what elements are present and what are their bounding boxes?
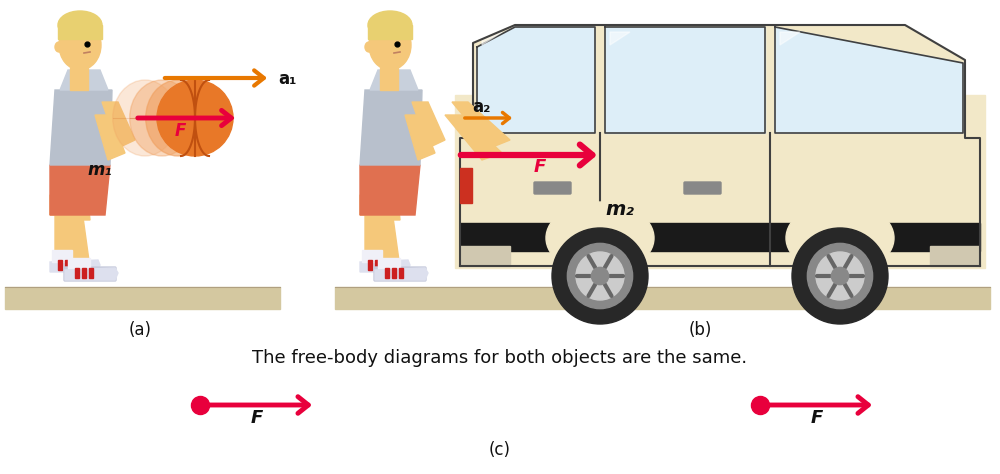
Bar (378, 258, 400, 271)
Ellipse shape (130, 80, 194, 156)
Text: (b): (b) (688, 321, 712, 339)
Circle shape (816, 252, 864, 300)
Text: (a): (a) (128, 321, 152, 339)
Polygon shape (360, 165, 420, 215)
Bar (68, 258, 90, 271)
FancyBboxPatch shape (534, 182, 571, 194)
Polygon shape (482, 32, 502, 45)
Bar (5, 287, 280, 309)
Polygon shape (50, 165, 110, 215)
Ellipse shape (58, 11, 102, 39)
FancyBboxPatch shape (374, 267, 426, 281)
Bar (82, 268, 86, 278)
Polygon shape (60, 70, 108, 90)
Bar (368, 25, 412, 39)
Polygon shape (473, 25, 965, 138)
Bar (52, 250, 72, 262)
Polygon shape (65, 268, 118, 280)
Ellipse shape (369, 20, 411, 70)
Bar (380, 68, 398, 90)
Polygon shape (360, 195, 380, 215)
Bar (455, 95, 985, 268)
Polygon shape (360, 260, 410, 272)
Ellipse shape (59, 20, 101, 70)
Bar (335, 287, 990, 309)
Polygon shape (452, 102, 510, 148)
Circle shape (552, 228, 648, 324)
Ellipse shape (546, 202, 654, 274)
Polygon shape (412, 102, 445, 148)
Bar (399, 268, 403, 278)
Polygon shape (360, 90, 422, 165)
Bar (75, 268, 79, 278)
Text: F: F (174, 122, 186, 140)
Bar (58, 25, 102, 39)
Bar (375, 260, 379, 270)
Polygon shape (102, 102, 135, 148)
Circle shape (157, 80, 233, 156)
Circle shape (567, 243, 633, 309)
Polygon shape (50, 90, 112, 165)
Polygon shape (605, 27, 765, 133)
Ellipse shape (113, 80, 177, 156)
Polygon shape (50, 260, 100, 272)
Polygon shape (55, 200, 72, 262)
Polygon shape (375, 268, 428, 280)
Polygon shape (50, 195, 70, 215)
Bar (89, 268, 93, 278)
Bar (368, 260, 372, 270)
Polygon shape (378, 210, 400, 268)
Text: a₂: a₂ (472, 98, 490, 116)
Polygon shape (365, 200, 382, 262)
Circle shape (576, 252, 624, 300)
Polygon shape (445, 115, 502, 160)
Text: (c): (c) (489, 441, 511, 459)
Bar (362, 250, 382, 262)
Ellipse shape (365, 42, 373, 52)
Polygon shape (775, 27, 963, 133)
Polygon shape (477, 27, 595, 133)
Polygon shape (370, 70, 418, 90)
Circle shape (591, 267, 609, 285)
Bar (930, 246, 980, 266)
Bar (70, 68, 88, 90)
Polygon shape (780, 32, 800, 45)
Polygon shape (375, 200, 400, 220)
Polygon shape (65, 200, 90, 220)
Polygon shape (405, 115, 435, 160)
Bar (58, 260, 62, 270)
Circle shape (807, 243, 873, 309)
Bar (460, 246, 510, 266)
Bar (72, 260, 76, 270)
Bar (392, 268, 396, 278)
Ellipse shape (55, 42, 63, 52)
Text: The free-body diagrams for both objects are the same.: The free-body diagrams for both objects … (252, 349, 748, 367)
Text: F: F (811, 409, 823, 427)
Text: F: F (534, 158, 546, 176)
Text: m₁: m₁ (88, 161, 112, 179)
Text: F: F (251, 409, 263, 427)
Bar (385, 268, 389, 278)
FancyBboxPatch shape (64, 267, 116, 281)
Bar (65, 260, 69, 270)
Text: m₂: m₂ (606, 200, 634, 219)
Ellipse shape (368, 11, 412, 39)
FancyBboxPatch shape (684, 182, 721, 194)
Polygon shape (68, 210, 90, 268)
Text: a₁: a₁ (278, 70, 296, 88)
Ellipse shape (786, 202, 894, 274)
Circle shape (792, 228, 888, 324)
Bar (460, 223, 980, 251)
Polygon shape (610, 32, 630, 45)
Ellipse shape (146, 80, 210, 156)
Bar (460, 168, 472, 203)
Circle shape (831, 267, 849, 285)
Polygon shape (95, 115, 125, 160)
Bar (382, 260, 386, 270)
